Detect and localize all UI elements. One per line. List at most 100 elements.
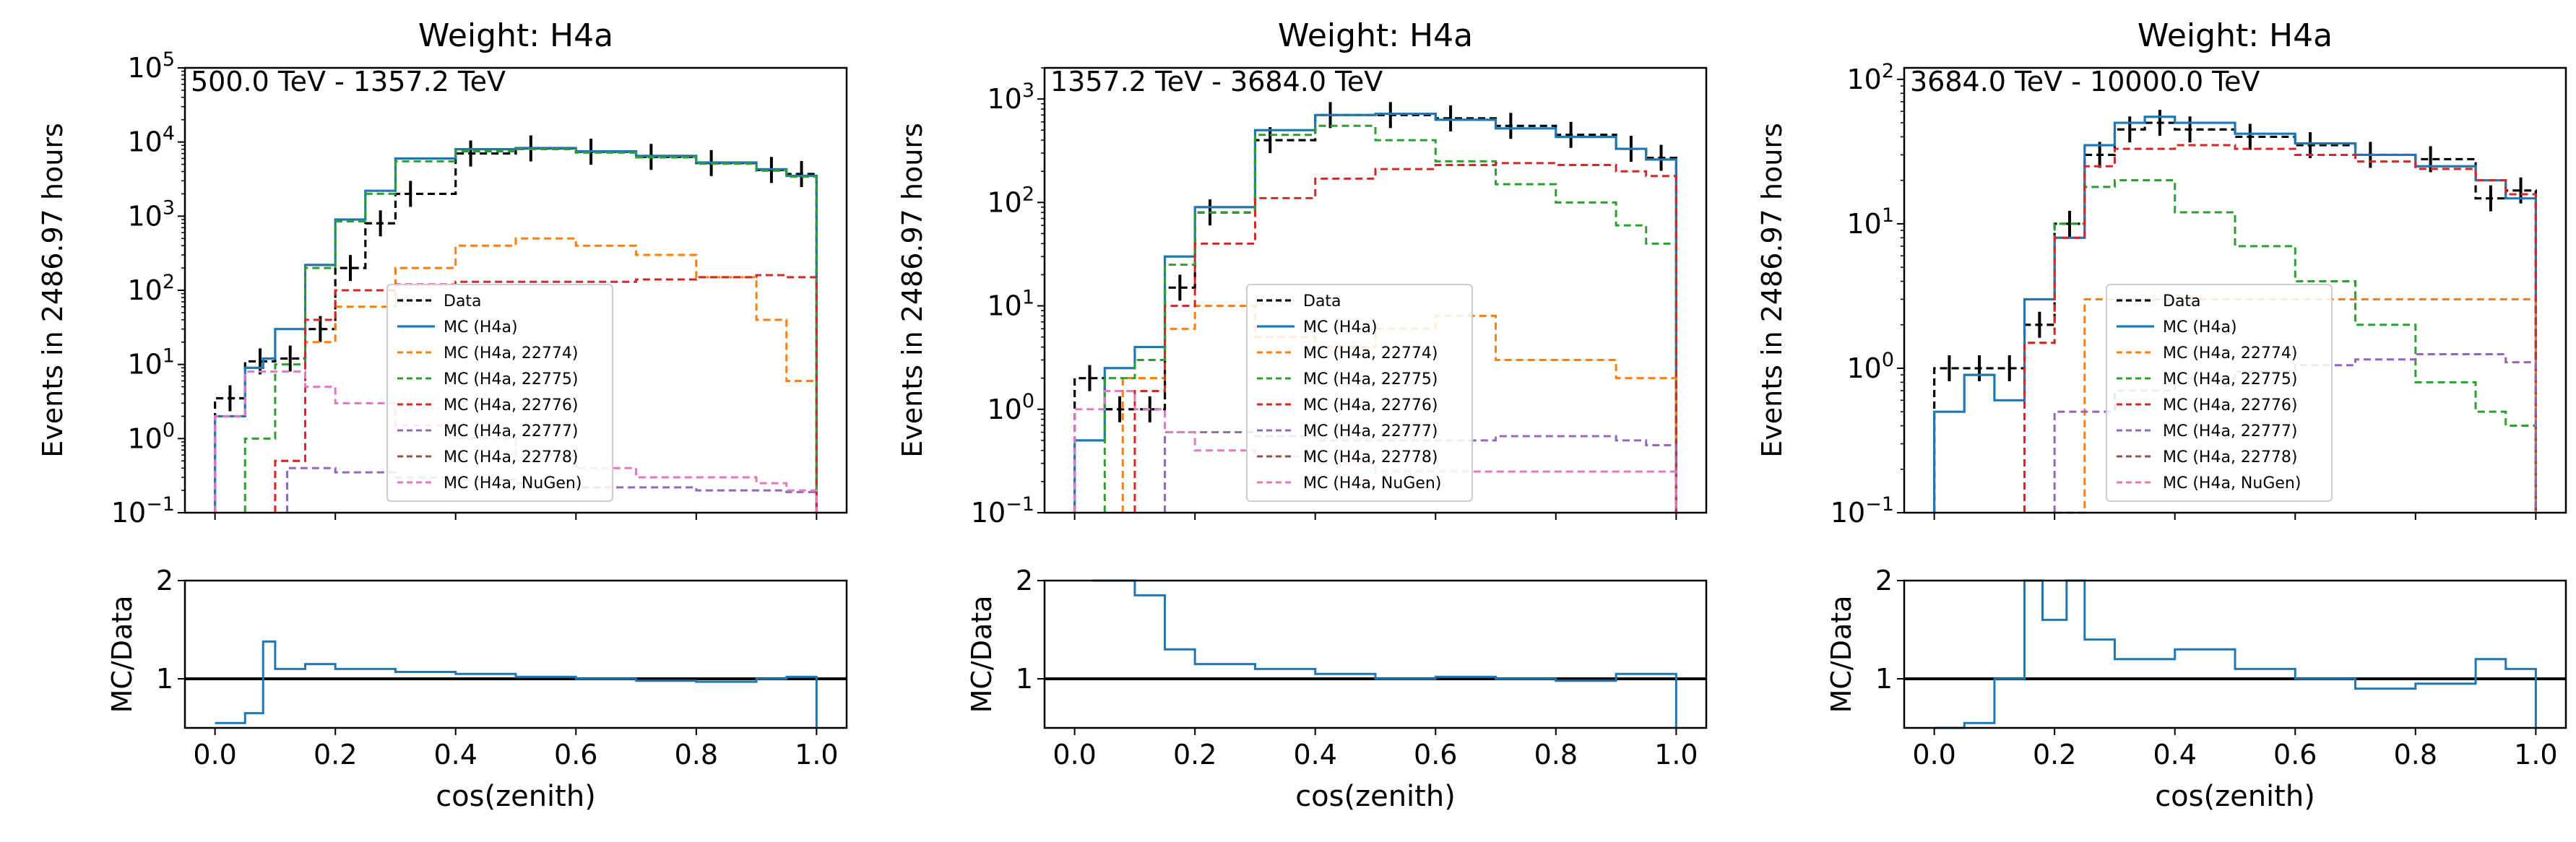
x-tick-label: 0.0 xyxy=(1053,739,1096,771)
series-line-4 xyxy=(2023,144,2537,513)
y-tick-base: 10 xyxy=(971,497,1006,529)
y-tick-exponent: 1 xyxy=(1022,287,1034,309)
legend-label: MC (H4a, 22774) xyxy=(2163,344,2298,363)
y-tick-base: 10 xyxy=(127,200,162,232)
legend-label: MC (H4a, 22778) xyxy=(2163,448,2298,466)
y-axis-label: Events in 2486.97 hours xyxy=(896,123,928,458)
y-tick-label: 1 xyxy=(156,663,173,695)
y-tick-label: 100 xyxy=(1846,349,1894,384)
y-tick-label: 103 xyxy=(987,79,1034,115)
x-tick-label: 0.0 xyxy=(1912,739,1955,771)
legend-label: Data xyxy=(1303,292,1341,311)
x-axis-label: cos(zenith) xyxy=(2155,780,2315,813)
y-tick-label: 102 xyxy=(127,271,175,306)
y-axis-label: MC/Data xyxy=(966,596,998,713)
y-tick-label: 1 xyxy=(1016,663,1033,695)
y-tick-base: 10 xyxy=(987,394,1021,425)
y-tick-label: 103 xyxy=(127,196,175,232)
y-axis-label: MC/Data xyxy=(106,596,138,713)
x-tick-label: 1.0 xyxy=(2514,739,2557,771)
legend-label: MC (H4a, 22778) xyxy=(444,448,579,466)
legend-label: MC (H4a, 22774) xyxy=(1303,344,1438,363)
axes-frame xyxy=(183,579,848,729)
legend-label: Data xyxy=(2163,292,2201,311)
x-tick-label: 0.8 xyxy=(1534,739,1578,771)
legend-label: MC (H4a) xyxy=(2163,318,2237,337)
legend-label: MC (H4a) xyxy=(1303,318,1378,337)
series-line-3 xyxy=(243,148,818,513)
legend-label: MC (H4a) xyxy=(444,318,518,337)
y-tick-exponent: 0 xyxy=(1022,390,1034,412)
y-tick-exponent: 2 xyxy=(1022,183,1034,205)
y-tick-base: 10 xyxy=(127,349,162,381)
series-line-3 xyxy=(2023,179,2537,513)
ratio-line-0 xyxy=(1092,579,1677,728)
energy-range-label: 1357.2 TeV - 3684.0 TeV xyxy=(1050,66,1383,97)
x-tick-label: 1.0 xyxy=(1654,739,1698,771)
y-tick-label: 10−1 xyxy=(971,493,1034,529)
x-tick-label: 0.4 xyxy=(1294,739,1337,771)
y-tick-base: 10 xyxy=(127,126,162,158)
legend-label: MC (H4a, 22776) xyxy=(2163,396,2298,415)
chart-title: Weight: H4a xyxy=(2138,17,2333,54)
main-panel-2: Weight: H4a 1357.2 TeV - 3684.0 TeV Events… xyxy=(896,17,1708,529)
y-tick-base: 10 xyxy=(1846,208,1881,240)
y-axis-label: Events in 2486.97 hours xyxy=(37,123,69,458)
y-tick-base: 10 xyxy=(987,186,1021,218)
y-tick-exponent: 0 xyxy=(163,419,175,441)
series-line-4 xyxy=(274,274,818,513)
legend-label: MC (H4a, 22775) xyxy=(2163,370,2298,389)
energy-range-label: 500.0 TeV - 1357.2 TeV xyxy=(191,66,506,97)
y-tick-base: 10 xyxy=(111,497,146,529)
axes-frame xyxy=(1043,66,1708,514)
legend-label: MC (H4a, 22776) xyxy=(1303,396,1438,415)
y-tick-exponent: 2 xyxy=(1882,60,1894,82)
x-tick-label: 0.6 xyxy=(554,739,597,771)
series-line-5 xyxy=(1164,431,1677,513)
legend-label: MC (H4a, 22776) xyxy=(444,396,579,415)
y-axis-label: MC/Data xyxy=(1825,596,1857,713)
y-tick-base: 10 xyxy=(987,290,1021,322)
x-axis-label: cos(zenith) xyxy=(1295,780,1456,813)
y-tick-label: 100 xyxy=(127,419,175,454)
x-tick-label: 0.6 xyxy=(1414,739,1457,771)
y-tick-exponent: −1 xyxy=(146,493,175,516)
chart-title: Weight: H4a xyxy=(1278,17,1473,54)
x-tick-label: 0.2 xyxy=(1173,739,1216,771)
ratio-line-0 xyxy=(215,640,818,728)
series-line-1 xyxy=(214,147,818,513)
legend-label: MC (H4a, 22774) xyxy=(444,344,579,363)
series-group xyxy=(1073,102,1677,513)
y-tick-exponent: 2 xyxy=(163,271,175,293)
y-axis-label: Events in 2486.97 hours xyxy=(1756,123,1788,458)
series-line-1 xyxy=(1073,112,1677,513)
y-tick-label: 10−1 xyxy=(111,493,175,529)
legend-label: MC (H4a, 22775) xyxy=(1303,370,1438,389)
series-line-4 xyxy=(1133,162,1677,513)
series-line-7 xyxy=(1073,390,1677,513)
x-tick-label: 0.2 xyxy=(314,739,357,771)
y-tick-exponent: 1 xyxy=(163,345,175,368)
x-tick-label: 1.0 xyxy=(795,739,838,771)
y-tick-label: 101 xyxy=(1846,204,1894,240)
x-tick-label: 0.4 xyxy=(2153,739,2197,771)
y-tick-exponent: −1 xyxy=(1865,493,1894,516)
x-tick-label: 0.4 xyxy=(434,739,477,771)
y-tick-label: 102 xyxy=(987,183,1034,218)
legend: Data MC (H4a) MC (H4a, 22774) MC (H4a, 2277… xyxy=(1246,284,1473,502)
main-panel-3: Weight: H4a 3684.0 TeV - 10000.0 TeV Event… xyxy=(1756,17,2567,529)
legend-box xyxy=(386,284,613,502)
y-tick-label: 2 xyxy=(156,565,173,596)
legend-box xyxy=(1246,284,1473,502)
y-tick-base: 10 xyxy=(1846,64,1881,95)
legend-label: MC (H4a, 22778) xyxy=(1303,448,1438,466)
y-tick-label: 100 xyxy=(987,390,1034,425)
ratio-panel-2: 1 2 0.0 0.2 0.4 0.6 0.8 1.0 cos(zenith) MC/Data xyxy=(966,565,1708,813)
series-line-1 xyxy=(1933,116,2537,513)
axes-frame xyxy=(1903,579,2567,729)
y-tick-base: 10 xyxy=(127,52,162,84)
y-tick-label: 101 xyxy=(127,345,175,381)
axes-frame xyxy=(183,66,848,514)
legend-label: MC (H4a, NuGen) xyxy=(1303,474,1441,492)
y-tick-label: 104 xyxy=(127,123,175,158)
